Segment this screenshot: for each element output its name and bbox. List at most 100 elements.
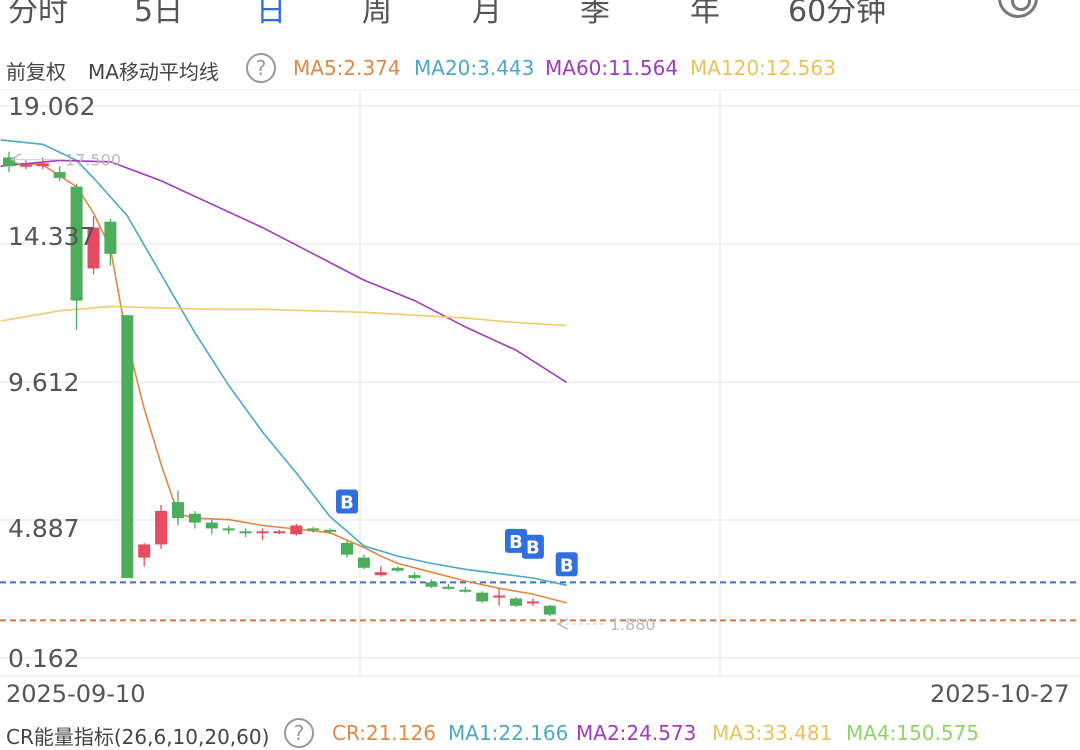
candle	[442, 583, 455, 590]
candle	[324, 528, 337, 535]
candle	[239, 528, 252, 538]
candle-body	[324, 529, 337, 532]
tab-month[interactable]: 月	[472, 0, 502, 29]
candle-body	[172, 502, 184, 519]
buy-marker-box	[336, 489, 358, 514]
cr-indicator-title[interactable]: CR能量指标(26,6,10,20,60)	[6, 725, 270, 749]
high-price-label: 17.500	[65, 151, 121, 170]
buy-marker: B	[505, 528, 527, 553]
candle	[476, 591, 489, 603]
candle-body	[256, 531, 269, 534]
candle-body	[290, 525, 303, 535]
y-tick-label: 19.062	[8, 92, 96, 121]
ma-line-ma20	[0, 139, 567, 587]
candle	[307, 526, 320, 533]
candle	[459, 586, 472, 593]
candle	[155, 505, 168, 549]
candle	[121, 315, 134, 579]
candle	[53, 166, 66, 181]
ma20-value: MA20:3.443	[414, 56, 535, 80]
buy-marker: B	[336, 489, 358, 514]
tab-5day[interactable]: 5日	[134, 0, 184, 29]
y-tick-label: 14.337	[8, 222, 96, 251]
cr-ma3-value: MA3:33.481	[712, 721, 833, 745]
cr-help-icon[interactable]: ?	[284, 718, 314, 748]
candle	[273, 529, 286, 535]
candle-body	[307, 528, 320, 531]
candle-body	[493, 595, 506, 598]
candle	[172, 490, 184, 526]
buy-marker-label: B	[340, 492, 354, 513]
candle	[205, 519, 218, 535]
candle	[374, 566, 387, 577]
candle	[70, 183, 83, 330]
buy-marker-box	[505, 528, 527, 553]
cr-indicator-row: CR能量指标(26,6,10,20,60) ? CR:21.126 MA1:22…	[0, 718, 1080, 749]
buy-marker-label: B	[526, 538, 540, 559]
candle	[408, 572, 421, 580]
candle	[290, 524, 303, 536]
candle-body	[341, 542, 353, 555]
help-icon[interactable]: ?	[246, 53, 276, 83]
candle-body	[19, 164, 32, 167]
x-start-date: 2025-09-10	[6, 680, 146, 708]
tab-quarter[interactable]: 季	[580, 0, 610, 29]
ma-type-selector[interactable]: MA移动平均线	[88, 60, 219, 84]
candle-body	[70, 186, 83, 301]
ma5-value: MA5:2.374	[293, 56, 401, 80]
candle-body	[239, 531, 252, 534]
candle-body	[425, 582, 438, 587]
ma-indicator-row: 前复权 MA移动平均线 ? MA5:2.374 MA20:3.443 MA60:…	[0, 52, 1080, 84]
candle-body	[121, 315, 134, 579]
candle	[256, 528, 269, 541]
candle-body	[155, 510, 168, 545]
candle-body	[391, 567, 404, 571]
buy-marker: B	[521, 534, 544, 559]
candle-body	[459, 589, 472, 592]
tab-intraday[interactable]: 分时	[8, 0, 68, 29]
candle-body	[374, 572, 387, 576]
tab-day[interactable]: 日	[256, 0, 286, 29]
period-tab-bar: 分时 5日 日 周 月 季 年 60分钟	[0, 0, 1080, 29]
x-end-date: 2025-10-27	[930, 680, 1070, 708]
candle	[510, 597, 522, 608]
ma-line-ma60	[0, 159, 568, 384]
cr-value: CR:21.126	[332, 721, 436, 745]
candle-body	[526, 601, 539, 604]
candle-body	[222, 528, 235, 531]
candle-body	[104, 221, 117, 254]
candle-body	[87, 227, 100, 269]
candle-body	[510, 598, 522, 606]
tab-year[interactable]: 年	[690, 0, 720, 29]
candle	[391, 566, 404, 573]
candle-body	[138, 544, 151, 558]
candle-body	[442, 586, 455, 589]
candle	[3, 151, 15, 173]
candle	[526, 598, 539, 606]
candle	[104, 218, 117, 266]
candle	[357, 554, 370, 570]
candle-body	[188, 513, 201, 523]
buy-marker-box	[555, 552, 578, 577]
ma60-value: MA60:11.564	[545, 56, 679, 80]
cr-ma2-value: MA2:24.573	[576, 721, 697, 745]
low-price-label: 1.880	[610, 615, 656, 634]
adjust-mode[interactable]: 前复权	[6, 60, 66, 84]
candle-body	[357, 557, 370, 568]
tab-60min[interactable]: 60分钟	[788, 0, 887, 29]
y-tick-label: 9.612	[8, 368, 80, 397]
tab-week[interactable]: 周	[362, 0, 392, 29]
candle-body	[3, 157, 15, 167]
candle-body	[273, 531, 286, 534]
y-tick-label: 0.162	[8, 644, 80, 673]
candle	[493, 588, 506, 606]
candle	[188, 510, 201, 529]
buy-marker-label: B	[560, 555, 574, 576]
candle-body	[408, 575, 421, 579]
candle-body	[205, 522, 218, 529]
cr-ma4-value: MA4:150.575	[846, 721, 980, 745]
candle-body	[476, 592, 489, 602]
buy-marker-box	[521, 534, 544, 559]
candle	[222, 525, 235, 535]
